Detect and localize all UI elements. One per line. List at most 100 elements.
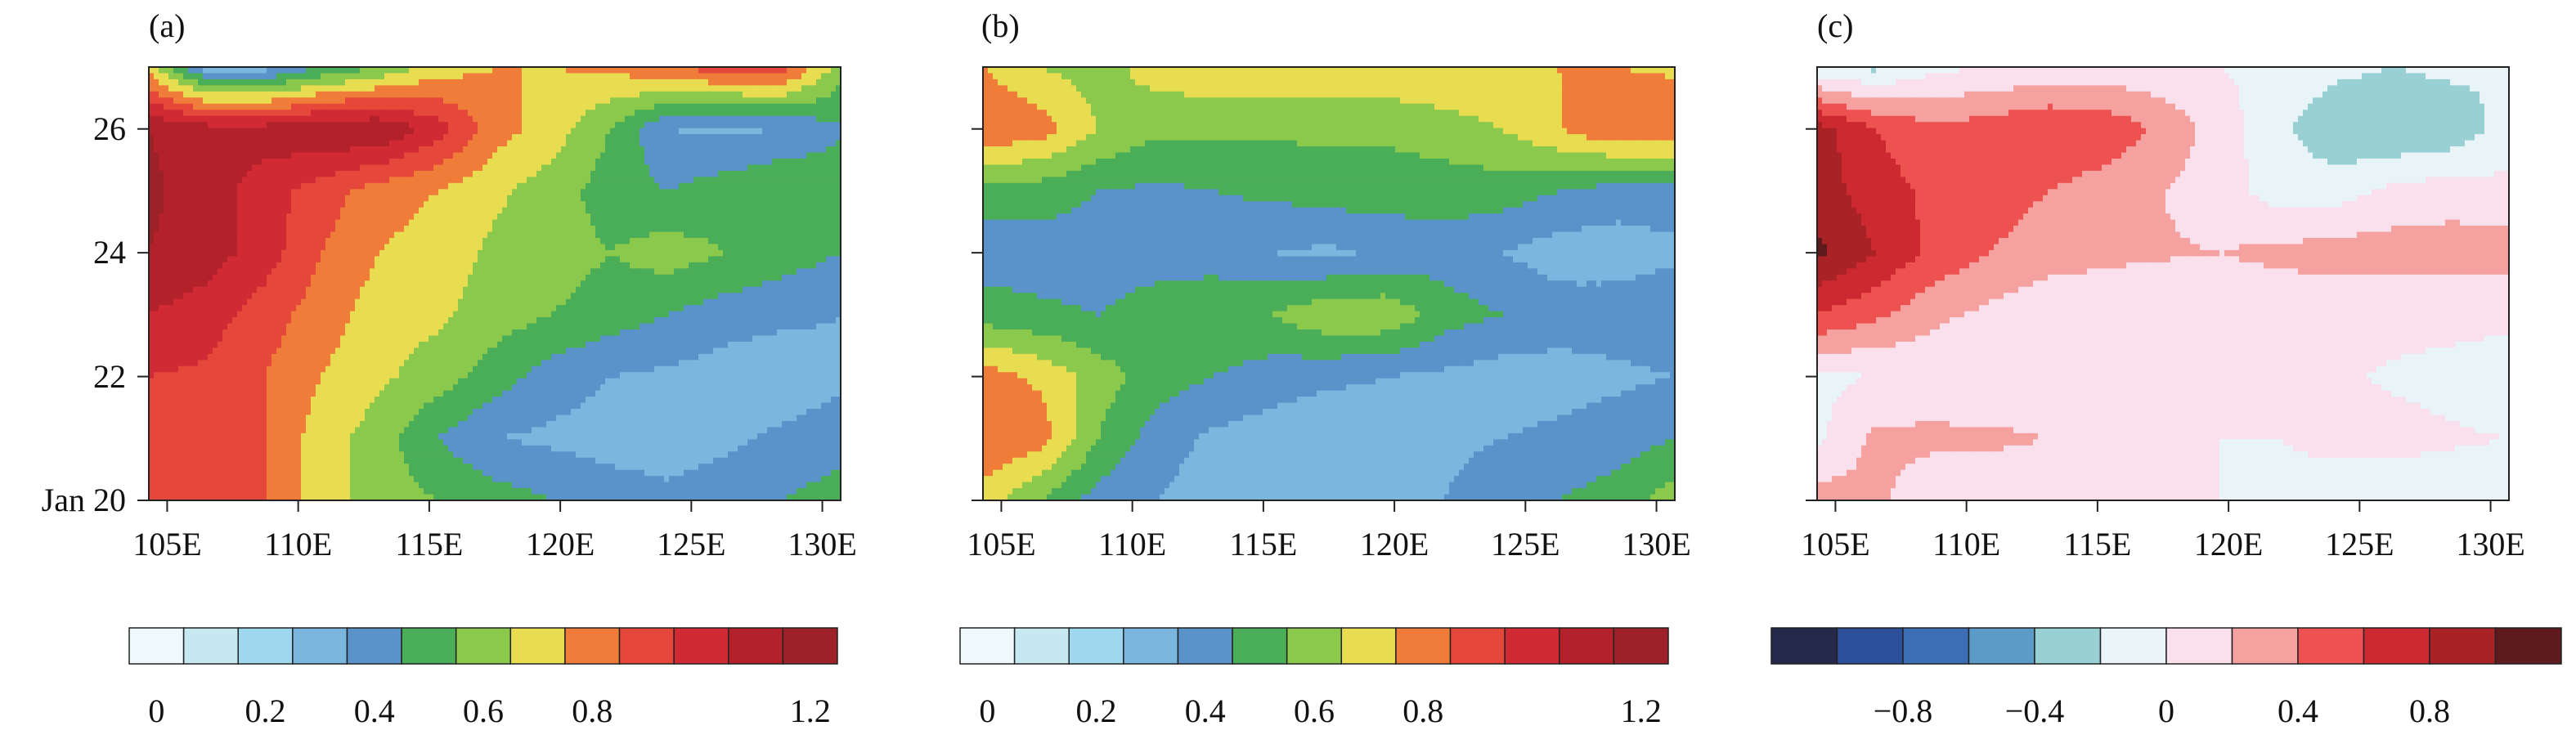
contour-cell [635,158,640,166]
contour-cell [252,146,258,154]
contour-cell [556,134,562,141]
contour-cell [738,134,743,141]
contour-cell [222,280,228,288]
contour-cell [571,152,577,159]
contour-cell [708,268,714,276]
contour-cell [723,238,729,245]
contour-cell [330,91,336,98]
contour-cell [443,189,449,196]
contour-cell [497,115,503,123]
contour-cell [409,262,415,269]
contour-cell [301,238,307,245]
contour-cell [350,219,356,226]
contour-cell [566,91,572,98]
contour-cell [679,182,684,190]
contour-cell [453,231,459,239]
contour-cell [757,97,763,105]
contour-cell [492,85,498,92]
contour-cell [453,201,459,208]
contour-cell [154,78,159,86]
contour-cell [689,152,694,159]
contour-cell [821,140,827,147]
contour-cell [527,177,532,184]
contour-cell [600,122,606,129]
contour-cell [193,158,199,166]
contour-cell [811,231,817,239]
contour-cell [811,97,817,105]
contour-cell [370,249,375,257]
contour-cell [728,146,734,154]
contour-cell [222,140,228,147]
contour-cell [183,140,189,147]
contour-cell [674,103,680,110]
contour-cell [684,249,689,257]
contour-cell [654,201,660,208]
contour-cell [389,207,395,214]
contour-cell [178,67,184,74]
contour-cell [713,170,719,177]
contour-cell [203,219,209,226]
contour-cell [576,97,581,105]
contour-cell [728,103,734,110]
contour-cell [164,103,169,110]
contour-cell [173,115,179,123]
contour-cell [649,182,655,190]
contour-cell [743,103,748,110]
contour-cell [541,103,547,110]
contour-cell [625,195,631,202]
contour-cell [414,201,420,208]
contour-cell [512,158,518,166]
contour-cell [433,231,439,239]
contour-cell [708,97,714,105]
contour-cell [213,207,218,214]
contour-cell [546,256,552,263]
contour-cell [615,85,621,92]
contour-cell [669,134,675,141]
contour-cell [183,103,189,110]
contour-cell [365,128,370,135]
contour-cell [291,238,297,245]
contour-cell [600,85,606,92]
contour-cell [468,67,473,74]
contour-cell [816,164,822,172]
contour-cell [826,122,832,129]
contour-cell [826,201,832,208]
contour-cell [222,134,228,141]
contour-cell [571,97,577,105]
contour-cell [242,274,248,281]
contour-cell [659,67,665,74]
contour-cell [188,115,194,123]
contour-cell [782,128,788,135]
contour-cell [394,207,400,214]
contour-cell [316,195,321,202]
contour-cell [252,256,258,263]
contour-cell [561,274,567,281]
contour-cell [698,219,704,226]
contour-cell [159,201,164,208]
contour-cell [747,73,753,80]
contour-cell [693,164,699,172]
contour-cell [379,189,385,196]
contour-cell [659,219,665,226]
contour-cell [203,85,209,92]
contour-cell [831,219,837,226]
contour-cell [453,158,459,166]
contour-cell [281,213,287,221]
contour-cell [635,134,640,141]
contour-cell [708,201,714,208]
contour-cell [605,170,611,177]
contour-cell [600,134,606,141]
contour-cell [831,244,837,251]
contour-cell [532,177,537,184]
contour-cell [365,158,370,166]
contour-cell [168,146,174,154]
contour-cell [546,103,552,110]
contour-cell [615,262,621,269]
contour-cell [532,231,537,239]
contour-cell [600,103,606,110]
contour-cell [541,238,547,245]
contour-cell [419,110,424,117]
contour-cell [635,201,640,208]
contour-cell [193,140,199,147]
contour-cell [198,97,204,105]
